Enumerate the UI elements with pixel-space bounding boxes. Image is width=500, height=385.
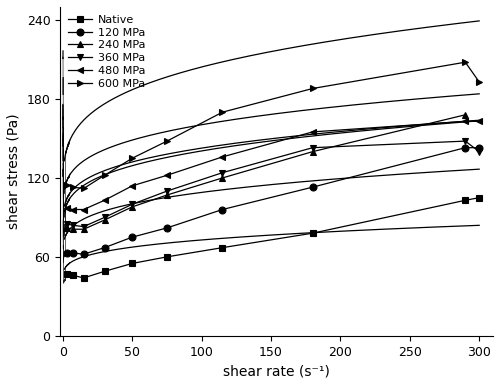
- 240 MPa: [102, 218, 107, 223]
- 600 MPa: [70, 185, 75, 189]
- Native: [130, 261, 136, 266]
- 120 MPa: [70, 251, 75, 255]
- Native: [476, 195, 482, 200]
- Native: [310, 231, 316, 236]
- Line: Native: Native: [64, 194, 482, 281]
- 600 MPa: [80, 186, 86, 191]
- 600 MPa: [64, 182, 70, 187]
- 120 MPa: [164, 226, 170, 230]
- 480 MPa: [80, 207, 86, 212]
- 360 MPa: [310, 146, 316, 150]
- 480 MPa: [64, 206, 70, 211]
- Native: [102, 269, 107, 274]
- Native: [70, 273, 75, 278]
- 360 MPa: [80, 224, 86, 229]
- Line: 240 MPa: 240 MPa: [64, 111, 469, 233]
- 480 MPa: [164, 173, 170, 177]
- 600 MPa: [102, 173, 107, 177]
- 120 MPa: [80, 252, 86, 256]
- Legend: Native, 120 MPa, 240 MPa, 360 MPa, 480 MPa, 600 MPa: Native, 120 MPa, 240 MPa, 360 MPa, 480 M…: [66, 12, 148, 91]
- 360 MPa: [476, 149, 482, 154]
- 600 MPa: [164, 139, 170, 144]
- Line: 480 MPa: 480 MPa: [64, 118, 482, 213]
- 120 MPa: [310, 185, 316, 189]
- 480 MPa: [102, 198, 107, 203]
- 360 MPa: [220, 171, 226, 175]
- Native: [462, 198, 468, 203]
- 360 MPa: [164, 189, 170, 193]
- Line: 360 MPa: 360 MPa: [64, 137, 482, 230]
- 480 MPa: [130, 184, 136, 188]
- 120 MPa: [102, 245, 107, 250]
- Line: 120 MPa: 120 MPa: [64, 144, 482, 258]
- X-axis label: shear rate (s⁻¹): shear rate (s⁻¹): [223, 364, 330, 378]
- Native: [220, 245, 226, 250]
- Line: 600 MPa: 600 MPa: [64, 59, 482, 192]
- 480 MPa: [70, 207, 75, 212]
- 480 MPa: [220, 155, 226, 159]
- 240 MPa: [70, 227, 75, 231]
- 360 MPa: [102, 215, 107, 220]
- 360 MPa: [462, 139, 468, 144]
- Y-axis label: shear stress (Pa): shear stress (Pa): [7, 114, 21, 229]
- 240 MPa: [220, 176, 226, 180]
- 240 MPa: [462, 112, 468, 117]
- 360 MPa: [64, 222, 70, 226]
- 360 MPa: [130, 202, 136, 207]
- 600 MPa: [130, 156, 136, 161]
- 480 MPa: [462, 119, 468, 124]
- 240 MPa: [130, 204, 136, 209]
- 120 MPa: [130, 235, 136, 239]
- 600 MPa: [476, 80, 482, 84]
- 600 MPa: [310, 86, 316, 91]
- 480 MPa: [310, 130, 316, 134]
- 600 MPa: [220, 110, 226, 114]
- Native: [164, 254, 170, 259]
- Native: [64, 272, 70, 276]
- 120 MPa: [64, 251, 70, 255]
- 360 MPa: [70, 223, 75, 228]
- 480 MPa: [476, 119, 482, 124]
- 240 MPa: [310, 149, 316, 154]
- 240 MPa: [80, 227, 86, 231]
- 120 MPa: [476, 146, 482, 150]
- 120 MPa: [220, 207, 226, 212]
- 240 MPa: [64, 226, 70, 230]
- Native: [80, 276, 86, 280]
- 120 MPa: [462, 146, 468, 150]
- 600 MPa: [462, 60, 468, 65]
- 240 MPa: [164, 193, 170, 198]
